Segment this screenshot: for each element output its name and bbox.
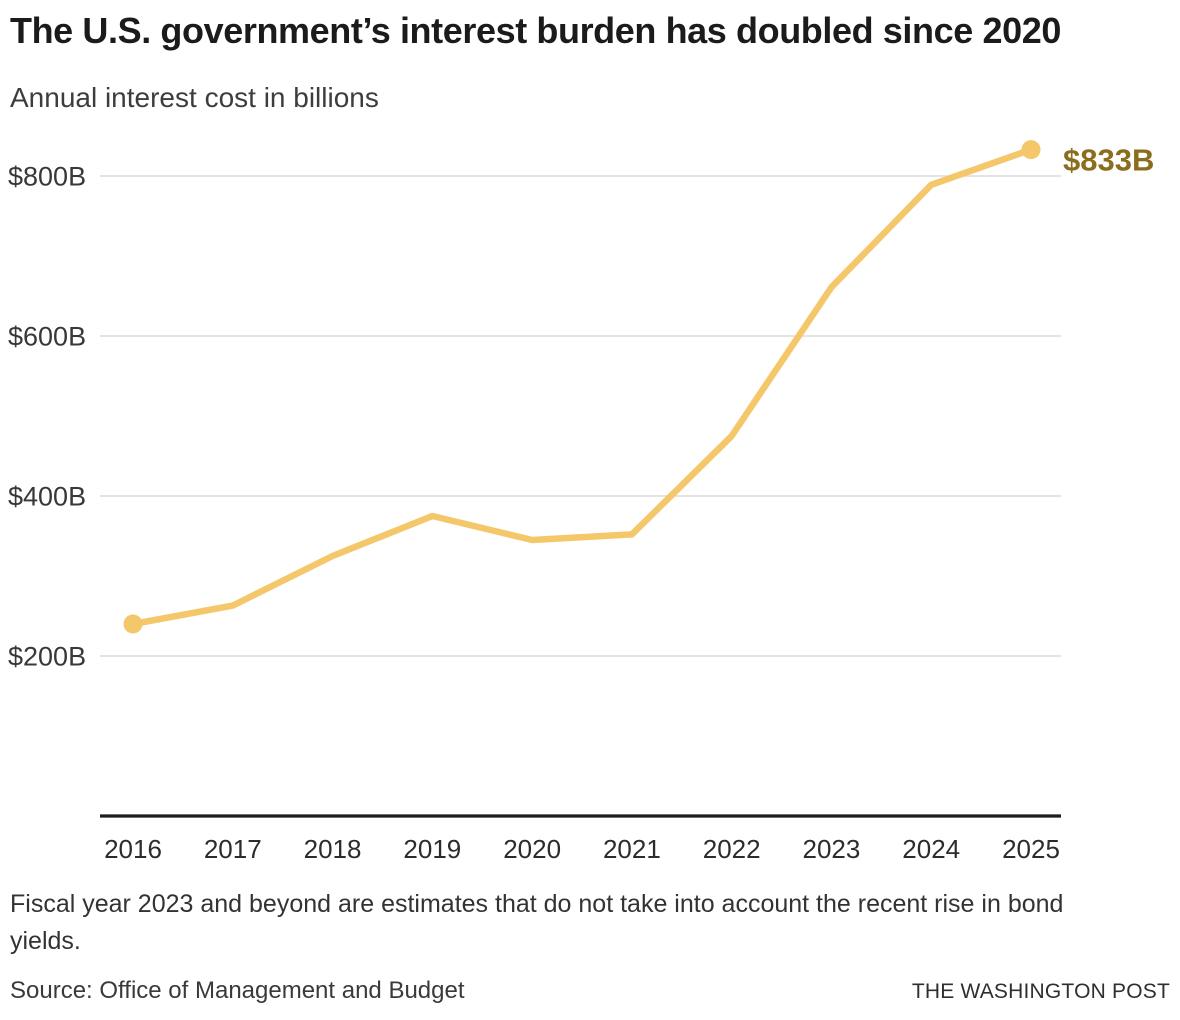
data-point-dot <box>1021 140 1041 160</box>
trend-line <box>129 146 1035 628</box>
end-value-label: $833B <box>1063 143 1154 178</box>
y-axis-tick-label: $800B <box>8 162 86 192</box>
x-axis-tick-label: 2022 <box>703 834 761 864</box>
x-axis-tick-label: 2025 <box>1002 834 1060 864</box>
chart-subtitle: Annual interest cost in billions <box>10 82 379 113</box>
x-axis-tick-label: 2018 <box>304 834 362 864</box>
x-axis-tick-label: 2024 <box>902 834 960 864</box>
line-chart: $200B $400B $600B $800B 2016 2017 2018 2019 2020… <box>8 140 1154 864</box>
data-point-dot <box>123 614 143 634</box>
x-axis-tick-label: 2016 <box>104 834 162 864</box>
chart-title: The U.S. government’s interest burden ha… <box>10 10 1061 51</box>
y-axis-tick-label: $600B <box>8 322 86 352</box>
y-axis-tick-label: $400B <box>8 482 86 512</box>
publisher-wordmark: THE WASHINGTON POST <box>911 980 1170 1003</box>
x-axis-tick-label: 2021 <box>603 834 661 864</box>
x-axis-tick-label: 2023 <box>803 834 861 864</box>
x-axis-tick-label: 2019 <box>403 834 461 864</box>
y-axis-tick-label: $200B <box>8 642 86 672</box>
source-credit: Source: Office of Management and Budget <box>10 977 465 1004</box>
source-row: Source: Office of Management and Budget … <box>10 977 1170 1005</box>
x-axis-tick-label: 2020 <box>503 834 561 864</box>
chart-footnote: Fiscal year 2023 and beyond are estimate… <box>10 890 1064 955</box>
x-axis-tick-label: 2017 <box>204 834 262 864</box>
